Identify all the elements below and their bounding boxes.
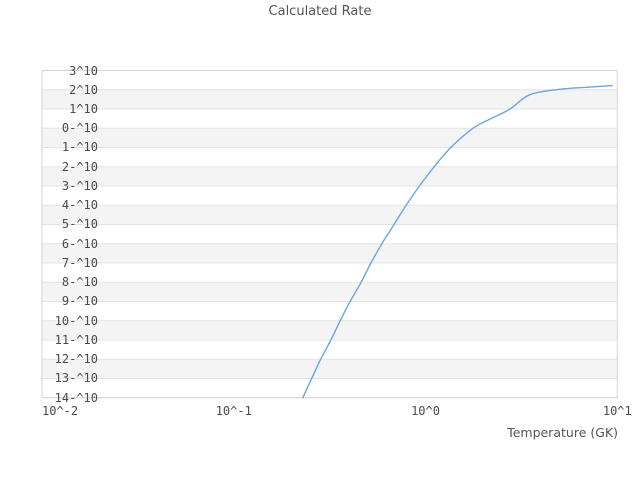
y-tick-label: 10^-11 (54, 332, 98, 347)
y-tick-label: 10^-0 (61, 121, 98, 136)
y-tick-label: 10^-3 (61, 178, 98, 193)
y-tick-label: 10^-4 (61, 198, 98, 213)
plot-band (42, 166, 618, 186)
plot-band (42, 320, 618, 340)
plot-band (42, 243, 618, 263)
plot-band (42, 359, 618, 379)
plot-band (42, 282, 618, 302)
x-tick-label: 10^-1 (215, 404, 252, 418)
x-tick-label: 10^0 (411, 404, 440, 418)
rate-curve (302, 84, 613, 399)
y-tick-label: 10^-14 (54, 390, 98, 405)
y-tick-label: 10^1 (69, 101, 98, 116)
y-tick-label: 10^-5 (61, 217, 98, 232)
plot-band (42, 128, 618, 148)
y-tick-label: 10^-2 (61, 159, 98, 174)
x-axis-title: Temperature (GK) (507, 425, 618, 440)
plot-band (42, 205, 618, 225)
y-tick-label: 10^-13 (54, 371, 98, 386)
plot-band (42, 89, 618, 109)
y-tick-label: 10^-12 (54, 352, 98, 367)
plot-border (41, 70, 618, 399)
y-tick-label: 10^-10 (54, 313, 98, 328)
y-tick-label: 10^-9 (61, 294, 98, 309)
y-tick-label: 10^-6 (61, 236, 98, 251)
chart-title: Calculated Rate (268, 4, 372, 19)
x-tick-label: 10^1 (602, 404, 632, 418)
y-tick-label: 10^-1 (61, 140, 98, 155)
x-tick-label: 10^-2 (42, 404, 79, 418)
y-tick-label: 10^3 (69, 63, 98, 78)
y-tick-label: 10^-8 (61, 275, 98, 290)
y-tick-label: 10^2 (69, 82, 98, 97)
y-tick-label: 10^-7 (61, 255, 98, 270)
